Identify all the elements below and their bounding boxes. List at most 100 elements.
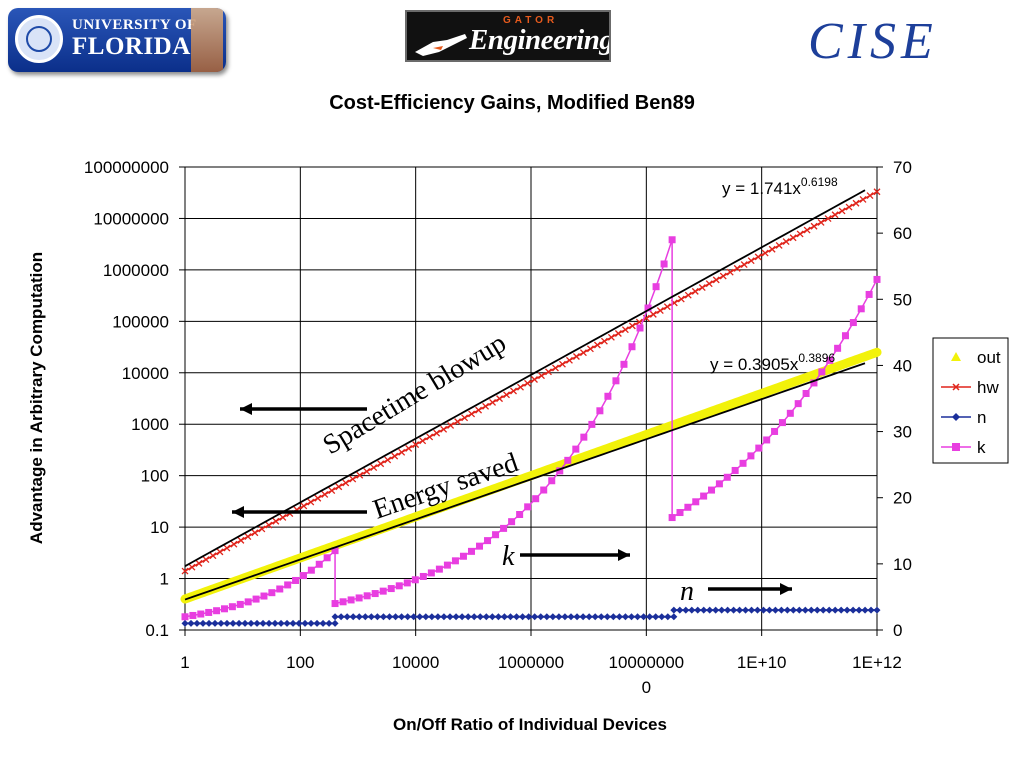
n-point — [223, 619, 231, 627]
hw-point — [524, 379, 531, 387]
k-point — [355, 594, 363, 602]
n-point — [217, 619, 225, 627]
k-point — [572, 445, 580, 453]
k-point — [692, 498, 700, 506]
y-tick-label: 1000 — [131, 415, 169, 434]
uf-logo-line2: FLORIDA — [72, 33, 191, 60]
y-tick-label: 10000000 — [93, 209, 169, 228]
n-point — [670, 606, 678, 614]
k-point — [276, 585, 284, 593]
n-point — [789, 606, 797, 614]
hw-point — [600, 337, 608, 345]
hw-point — [782, 238, 790, 246]
n-point — [331, 619, 339, 627]
n-point — [597, 613, 605, 621]
n-point — [682, 606, 690, 614]
k-point — [628, 343, 636, 351]
n-point — [404, 613, 412, 621]
n-point — [873, 606, 881, 614]
y2-tick-label: 70 — [893, 158, 912, 177]
hw-point — [565, 356, 573, 364]
k-point — [652, 283, 660, 291]
hw-point — [621, 326, 629, 334]
n-point — [295, 619, 303, 627]
hw-point — [747, 257, 755, 265]
hw-point — [607, 333, 615, 341]
hw-point — [628, 322, 636, 330]
legend-label: out — [977, 348, 1001, 367]
hw-point — [468, 410, 476, 418]
legend-marker-triangle — [951, 352, 961, 361]
n-point — [561, 613, 569, 621]
k-point — [403, 579, 411, 587]
k-point — [700, 492, 708, 500]
k-point — [715, 480, 723, 488]
n-point — [283, 619, 291, 627]
series-out — [180, 347, 882, 604]
n-point — [349, 613, 357, 621]
n-point — [193, 619, 201, 627]
n-point — [537, 613, 545, 621]
n-point — [801, 606, 809, 614]
hw-point — [503, 391, 510, 399]
n-point — [241, 619, 249, 627]
k-point — [731, 466, 739, 474]
hw-point — [384, 456, 392, 464]
n-point — [843, 606, 851, 614]
k-point — [834, 344, 842, 352]
n-point — [476, 613, 484, 621]
hw-point — [181, 567, 189, 575]
hw-point — [188, 563, 196, 571]
k-point — [252, 595, 260, 603]
n-point — [706, 606, 714, 614]
n-point — [718, 606, 726, 614]
hw-point — [321, 490, 329, 498]
hw-point — [258, 525, 266, 533]
hw-point — [405, 444, 413, 452]
n-point — [398, 613, 406, 621]
n-point — [500, 613, 508, 621]
hw-point — [538, 372, 545, 380]
university-of-florida-logo: UNIVERSITY OF FLORIDA — [8, 8, 226, 72]
hw-point — [698, 284, 706, 292]
k-point — [181, 613, 189, 621]
k-point — [540, 486, 548, 494]
n-point — [331, 613, 339, 621]
k-point — [268, 589, 276, 597]
n-point — [621, 613, 629, 621]
n-point — [199, 619, 207, 627]
series-k — [181, 236, 881, 621]
hw-point — [265, 521, 273, 529]
series-n — [181, 606, 881, 627]
n-point — [271, 619, 279, 627]
k-point — [660, 260, 668, 268]
n-point — [525, 613, 533, 621]
n-point — [855, 606, 863, 614]
hw-point — [209, 552, 217, 560]
hw-point — [342, 479, 350, 487]
hw-point — [852, 199, 860, 207]
n-point — [585, 613, 593, 621]
y2-tick-label: 60 — [893, 224, 912, 243]
legend-marker-diamond — [952, 413, 960, 421]
k-point — [778, 419, 786, 427]
hw-point — [370, 464, 378, 472]
gator-engineering-logo: GATOR Engineering — [405, 10, 611, 62]
hw-point — [796, 230, 804, 238]
century-tower-icon — [191, 8, 223, 72]
n-point — [301, 619, 309, 627]
y-tick-label: 1000000 — [103, 261, 169, 280]
y-tick-label: 1 — [160, 570, 169, 589]
hw-point — [684, 291, 692, 299]
hw-point — [831, 211, 839, 219]
n-point — [205, 619, 213, 627]
k-point — [323, 554, 331, 562]
n-point — [771, 606, 779, 614]
hw-point — [586, 345, 594, 353]
hw-point — [328, 487, 336, 495]
n-point — [748, 606, 756, 614]
k-point — [451, 557, 459, 565]
university-seal-icon — [15, 15, 63, 63]
n-point — [795, 606, 803, 614]
k-point — [739, 459, 747, 467]
